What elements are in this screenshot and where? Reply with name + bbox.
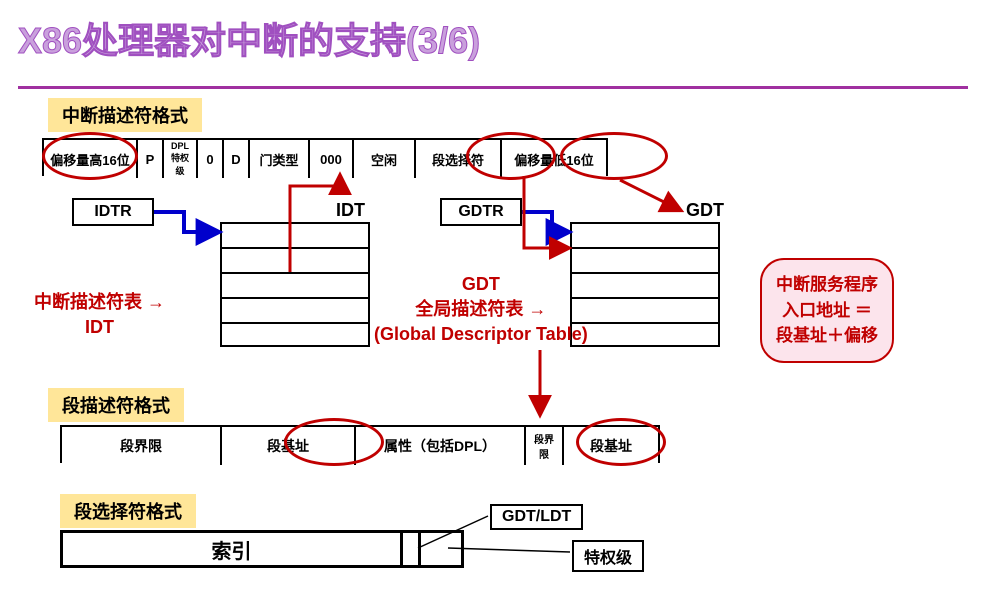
gdt-table-header: GDT bbox=[686, 200, 724, 221]
idt-field: 空闲 bbox=[354, 140, 416, 178]
seg-field: 段基址 bbox=[222, 427, 356, 465]
gdt-table bbox=[570, 222, 720, 347]
seg-field: 段基址 bbox=[564, 427, 658, 465]
idt-field: DPL 特权 级 bbox=[164, 140, 198, 178]
callout-formula: 中断服务程序 入口地址 ＝ 段基址＋偏移 bbox=[760, 258, 894, 363]
table-row bbox=[222, 224, 368, 249]
table-row bbox=[222, 324, 368, 349]
idt-table bbox=[220, 222, 370, 347]
table-row bbox=[572, 324, 718, 349]
table-row bbox=[572, 299, 718, 324]
idt-field: 段选择符 bbox=[416, 140, 502, 178]
seg-field: 属性（包括DPL） bbox=[356, 427, 526, 465]
idtr-box: IDTR bbox=[72, 198, 154, 226]
seg-field: 段界限 bbox=[62, 427, 222, 465]
section-seg-format: 段描述符格式 bbox=[48, 388, 184, 422]
idt-field: 000 bbox=[310, 140, 354, 178]
selector-field bbox=[403, 533, 421, 565]
section-idt-format: 中断描述符格式 bbox=[48, 98, 202, 132]
selector-row: 索引 bbox=[60, 530, 464, 568]
privilege-label: 特权级 bbox=[572, 540, 644, 572]
idt-field: 0 bbox=[198, 140, 224, 178]
idt-table-header: IDT bbox=[336, 200, 365, 221]
idt-descriptor-row: 偏移量高16位PDPL 特权 级0D门类型000空闲段选择符偏移量低16位 bbox=[42, 138, 608, 176]
table-row bbox=[572, 224, 718, 249]
idt-field: 门类型 bbox=[250, 140, 310, 178]
gdt-desc-label: GDT 全局描述符表 → (Global Descriptor Table) bbox=[374, 272, 588, 348]
title-underline bbox=[18, 86, 968, 89]
selector-field bbox=[421, 533, 461, 565]
table-row bbox=[572, 274, 718, 299]
segment-descriptor-row: 段界限段基址属性（包括DPL）段界 限段基址 bbox=[60, 425, 660, 463]
table-row bbox=[222, 249, 368, 274]
idt-field: D bbox=[224, 140, 250, 178]
table-row bbox=[572, 249, 718, 274]
table-row bbox=[222, 299, 368, 324]
idt-desc-label: 中断描述符表 → IDT bbox=[34, 290, 165, 340]
idt-field: 偏移量高16位 bbox=[44, 140, 138, 178]
section-sel-format: 段选择符格式 bbox=[60, 494, 196, 528]
table-row bbox=[222, 274, 368, 299]
selector-field: 索引 bbox=[63, 533, 403, 565]
gdtr-box: GDTR bbox=[440, 198, 522, 226]
seg-field: 段界 限 bbox=[526, 427, 564, 465]
idt-field: 偏移量低16位 bbox=[502, 140, 606, 178]
gdt-ldt-label: GDT/LDT bbox=[490, 504, 583, 530]
idt-field: P bbox=[138, 140, 164, 178]
page-title: X86处理器对中断的支持(3/6) bbox=[18, 12, 480, 64]
